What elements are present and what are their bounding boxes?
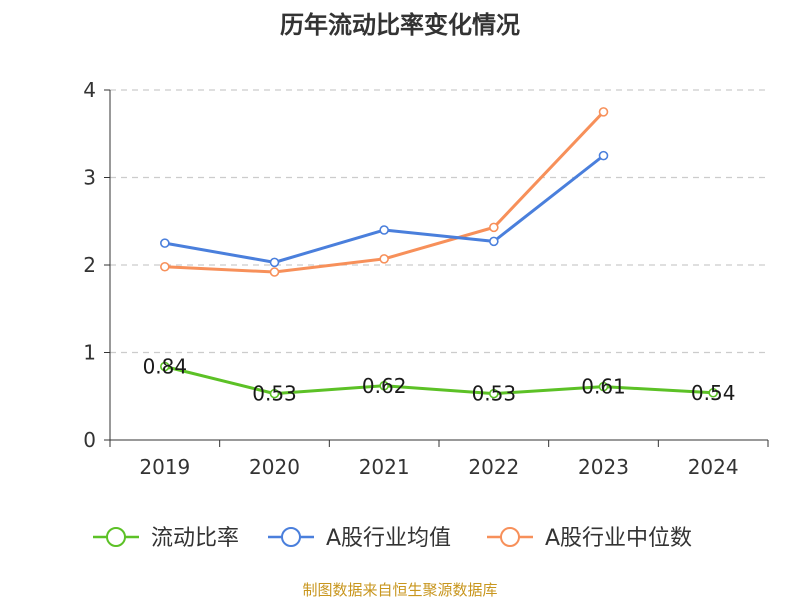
legend-label: A股行业均值: [326, 526, 451, 551]
y-tick-label: 2: [83, 253, 96, 277]
data-label: 0.54: [691, 381, 736, 405]
y-tick-label: 3: [83, 166, 96, 190]
legend-marker: [281, 527, 301, 547]
x-tick-label: 2020: [249, 455, 300, 479]
legend-marker: [500, 527, 520, 547]
source-note: 制图数据来自恒生聚源数据库: [302, 581, 497, 599]
legend[interactable]: 流动比率 A股行业均值 A股行业中位数: [93, 526, 692, 551]
x-tick-label: 2021: [359, 455, 410, 479]
legend-label: A股行业中位数: [545, 526, 692, 551]
data-point: [598, 107, 609, 117]
x-tick-label: 2019: [139, 455, 190, 479]
legend-marker: [106, 527, 126, 547]
legend-item-2[interactable]: A股行业中位数: [487, 526, 692, 551]
series-line-2: [163, 110, 605, 274]
data-point: [489, 236, 499, 247]
data-point: [489, 222, 499, 233]
series-line-0: [163, 365, 715, 396]
data-point: [160, 361, 170, 372]
data-point: [379, 380, 389, 391]
data-label: 0.53: [252, 382, 297, 406]
data-point: [379, 254, 389, 264]
series-line-1: [163, 154, 605, 264]
data-point: [269, 388, 280, 399]
data-point: [598, 150, 609, 161]
legend-item-1[interactable]: A股行业均值: [268, 526, 451, 551]
series-lines: [160, 107, 718, 399]
data-label: 0.61: [581, 375, 626, 399]
data-point: [269, 267, 280, 277]
grid: [110, 89, 768, 354]
data-label: 0.84: [143, 355, 188, 379]
data-labels: 0.84 0.53 0.62 0.53 0.61 0.54: [143, 355, 736, 406]
y-tick-label: 0: [83, 428, 96, 452]
x-tick-label: 2024: [688, 455, 739, 479]
data-point: [269, 257, 280, 268]
y-tick-label: 4: [83, 78, 96, 102]
data-point: [598, 381, 609, 392]
chart-title: 历年流动比率变化情况: [280, 11, 520, 39]
legend-label: 流动比率: [151, 526, 239, 551]
data-label: 0.53: [472, 382, 517, 406]
data-point: [708, 387, 718, 398]
y-tick-label: 1: [83, 341, 96, 365]
legend-item-0[interactable]: 流动比率: [93, 526, 239, 551]
x-tick-label: 2023: [578, 455, 629, 479]
data-label: 0.62: [362, 374, 407, 398]
data-point: [379, 225, 389, 235]
axes: 0 1 2 3 4 2019 2020 2021 2022 2023 2024: [83, 78, 769, 479]
data-point: [160, 261, 170, 272]
data-point: [160, 238, 170, 248]
x-tick-label: 2022: [468, 455, 519, 479]
data-point: [489, 388, 499, 399]
